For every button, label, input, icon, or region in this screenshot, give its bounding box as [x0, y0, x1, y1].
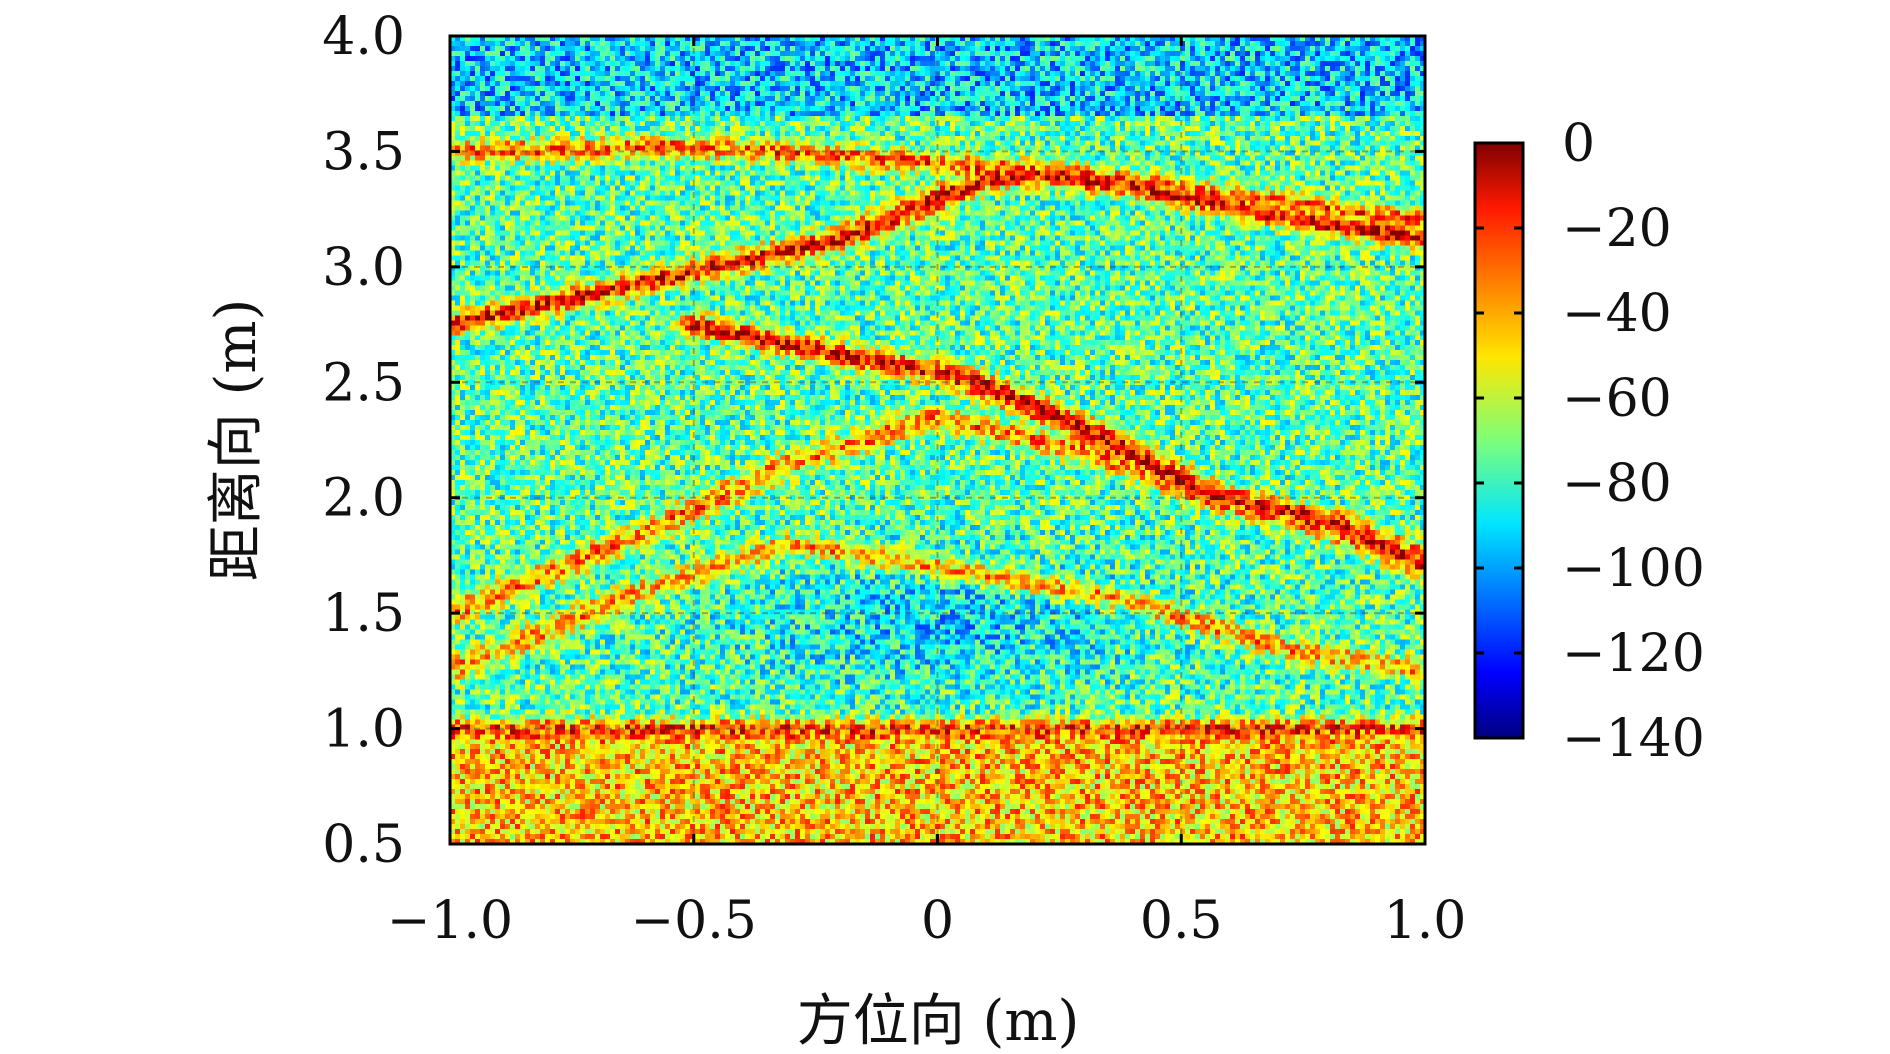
x-axis-label: 方位向 (m): [797, 989, 1080, 1054]
y-tick-label: 3.0: [322, 238, 405, 298]
x-tick-labels: −1.0 −0.5 0 0.5 1.0: [387, 891, 1466, 951]
colorbar-label: −60: [1562, 369, 1672, 429]
x-tick-label: −1.0: [387, 891, 513, 951]
colorbar-ticks: [1475, 141, 1523, 740]
y-tick-label: 0.5: [322, 815, 405, 875]
y-tick-label: 4.0: [322, 7, 405, 67]
y-tick-labels: 0.5 1.0 1.5 2.0 2.5 3.0 3.5 4.0: [322, 7, 405, 875]
colorbar-label: 0: [1562, 114, 1595, 174]
y-tick-label: 1.5: [322, 584, 405, 644]
x-tick-label: 0.5: [1140, 891, 1223, 951]
axis-ticks: [448, 34, 1427, 846]
colorbar-gradient: [1473, 141, 1525, 740]
heatmap-image: [450, 36, 1425, 844]
y-tick-label: 2.5: [322, 353, 405, 413]
heatmap-raster: [450, 36, 1425, 844]
colorbar-label: −100: [1562, 539, 1705, 599]
colorbar-label: −40: [1562, 284, 1672, 344]
y-tick-label: 3.5: [322, 122, 405, 182]
x-tick-label: −0.5: [631, 891, 757, 951]
colorbar-label: −80: [1562, 454, 1672, 514]
x-tick-label: 0: [921, 891, 954, 951]
y-axis-label: 距离向 (m): [204, 299, 269, 582]
y-tick-label: 2.0: [322, 469, 405, 529]
colorbar-label: −20: [1562, 199, 1672, 259]
x-tick-label: 1.0: [1384, 891, 1467, 951]
y-tick-label: 1.0: [322, 700, 405, 760]
colorbar: 0 −20 −40 −60 −80 −100 −120 −140: [1473, 114, 1705, 769]
colorbar-label: −140: [1562, 709, 1705, 769]
colorbar-labels: 0 −20 −40 −60 −80 −100 −120 −140: [1562, 114, 1705, 769]
colorbar-label: −120: [1562, 624, 1705, 684]
